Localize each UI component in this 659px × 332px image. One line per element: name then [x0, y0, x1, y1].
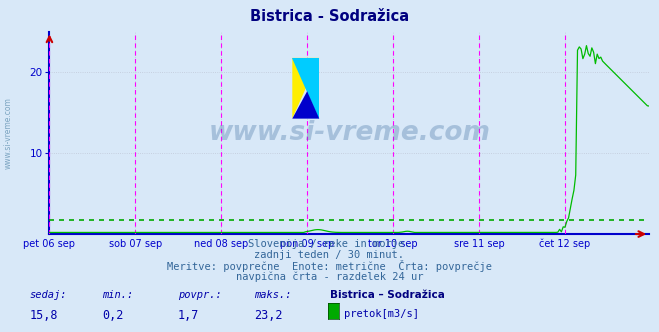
- Text: www.si-vreme.com: www.si-vreme.com: [208, 120, 490, 146]
- Text: Meritve: povprečne  Enote: metrične  Črta: povprečje: Meritve: povprečne Enote: metrične Črta:…: [167, 260, 492, 272]
- Text: www.si-vreme.com: www.si-vreme.com: [3, 97, 13, 169]
- Text: povpr.:: povpr.:: [178, 290, 221, 300]
- Text: Bistrica – Sodražica: Bistrica – Sodražica: [330, 290, 444, 300]
- Text: 23,2: 23,2: [254, 309, 282, 322]
- Polygon shape: [293, 58, 320, 119]
- Text: navpična črta - razdelek 24 ur: navpična črta - razdelek 24 ur: [236, 271, 423, 282]
- Text: 15,8: 15,8: [30, 309, 58, 322]
- Text: 0,2: 0,2: [102, 309, 123, 322]
- Text: pretok[m3/s]: pretok[m3/s]: [344, 309, 419, 319]
- Polygon shape: [293, 91, 320, 119]
- Text: Slovenija / reke in morje.: Slovenija / reke in morje.: [248, 239, 411, 249]
- Text: 1,7: 1,7: [178, 309, 199, 322]
- Text: zadnji teden / 30 minut.: zadnji teden / 30 minut.: [254, 250, 405, 260]
- Text: sedaj:: sedaj:: [30, 290, 67, 300]
- Text: min.:: min.:: [102, 290, 133, 300]
- Text: Bistrica - Sodražica: Bistrica - Sodražica: [250, 9, 409, 24]
- Text: maks.:: maks.:: [254, 290, 291, 300]
- Polygon shape: [293, 58, 320, 119]
